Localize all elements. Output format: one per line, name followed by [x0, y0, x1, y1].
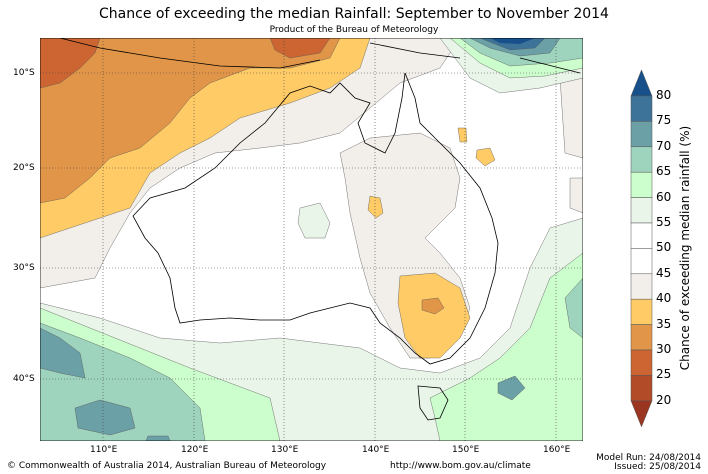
colorbar-tick: 30 — [656, 342, 672, 356]
region-25-30 — [40, 38, 101, 89]
colorbar-tick: 70 — [656, 138, 672, 153]
colorbar-tick: 65 — [656, 164, 672, 179]
region-35-40 — [367, 195, 384, 219]
lat-label: 20°S — [13, 163, 35, 173]
region-70-75 — [145, 435, 171, 441]
colorbar-tick: 55 — [656, 215, 672, 229]
issued-text: Issued: 25/08/2014 — [614, 462, 701, 472]
colorbar-tick: 45 — [656, 265, 672, 280]
lon-label: 140°E — [362, 445, 390, 455]
lon-label: 130°E — [271, 445, 299, 455]
colorbar-tick: 40 — [656, 291, 672, 306]
colorbar-tick: 35 — [656, 316, 672, 331]
lon-label: 160°E — [543, 445, 571, 455]
colorbar-bin-70-75 — [630, 121, 653, 148]
colorbar-bin-60-65 — [630, 171, 653, 198]
model-run-text: Model Run: 24/08/2014 — [596, 453, 701, 463]
region-30-35 — [40, 38, 341, 204]
colorbar-bin-65-70 — [630, 146, 653, 173]
region-40-45 — [569, 177, 583, 214]
australia-coastline — [132, 72, 499, 365]
colorbar-bin-75-80 — [630, 95, 653, 122]
region-35-40 — [397, 272, 471, 359]
colorbar-bin-45-50 — [630, 248, 653, 275]
figure-subtitle: Product of the Bureau of Meteorology — [269, 25, 439, 35]
colorbar-bin-20-25 — [630, 375, 653, 402]
colorbar-tick: 25 — [656, 367, 672, 382]
lon-label: 150°E — [452, 445, 480, 455]
colorbar-tick: 75 — [656, 113, 672, 128]
region-65-70 — [564, 277, 583, 339]
lon-label: 110°E — [90, 445, 118, 455]
region-above-80 — [490, 38, 535, 44]
colorbar-bin-40-45 — [630, 273, 653, 300]
region-70-75 — [40, 327, 86, 379]
bom-url-link[interactable]: http://www.bom.gov.au/climate — [390, 461, 531, 471]
colorbar-bin-35-40 — [630, 298, 653, 325]
lat-label: 10°S — [13, 68, 35, 78]
region-60-65 — [429, 252, 583, 441]
indonesia-coastline — [59, 38, 581, 74]
colorbar-tick: 20 — [656, 392, 672, 407]
colorbar — [630, 69, 653, 428]
tasmania-coastline — [417, 385, 449, 421]
region-30-35 — [421, 297, 445, 315]
figure-title: Chance of exceeding the median Rainfall:… — [99, 6, 609, 22]
region-70-75 — [497, 375, 526, 401]
graticule — [40, 38, 583, 441]
colorbar-bin-55-60 — [630, 197, 653, 224]
region-55-60 — [297, 202, 331, 239]
region-70-75 — [74, 399, 136, 436]
colorbar-tick: 80 — [656, 88, 672, 102]
colorbar-extend-max — [630, 69, 653, 97]
region-35-40 — [475, 147, 496, 167]
colorbar-tick: 60 — [656, 189, 672, 204]
colorbar-label: Chance of exceeding median rainfall (%) — [678, 125, 692, 371]
colorbar-tick: 50 — [656, 240, 672, 255]
region-25-30 — [269, 38, 331, 59]
colorbar-bin-30-35 — [630, 324, 653, 351]
rainfall-probability-map — [40, 38, 583, 441]
colorbar-bin-50-55 — [630, 222, 653, 249]
lon-label: 120°E — [181, 445, 209, 455]
lat-label: 30°S — [13, 263, 35, 273]
colorbar-bin-25-30 — [630, 349, 653, 376]
copyright-text: © Commonwealth of Australia 2014, Austra… — [7, 461, 327, 471]
colorbar-extend-min — [630, 400, 653, 428]
lat-label: 40°S — [13, 374, 35, 384]
